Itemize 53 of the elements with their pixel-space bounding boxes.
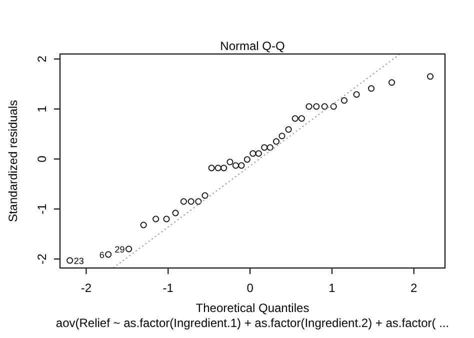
annotation: 29	[114, 244, 125, 254]
point	[163, 216, 170, 222]
point	[214, 164, 222, 172]
x-tick-label: -1	[162, 281, 174, 295]
x-tick-label: -2	[80, 281, 92, 295]
point	[172, 210, 179, 216]
point	[273, 138, 280, 145]
point	[220, 164, 228, 172]
point	[285, 126, 292, 133]
point	[152, 216, 160, 222]
point	[278, 132, 286, 140]
point	[330, 103, 337, 110]
point	[126, 246, 132, 252]
point	[140, 222, 147, 228]
x-axis-title: Theoretical Quantiles	[196, 301, 310, 315]
text: aov(Relief ~ as.factor(Ingredient.1) + as.factor(Ingredient.2) + as.factor( ...	[56, 316, 450, 330]
point	[188, 198, 194, 205]
point	[105, 251, 112, 258]
x-tick-label: 2	[410, 281, 418, 295]
point	[353, 91, 360, 98]
point	[208, 164, 215, 172]
point	[292, 115, 298, 122]
y-tick-label: 0	[35, 155, 49, 162]
point	[238, 162, 245, 169]
annotation: 6	[99, 250, 104, 260]
point	[340, 97, 348, 104]
point	[306, 103, 312, 110]
point	[255, 150, 262, 157]
point	[298, 115, 305, 122]
point	[321, 103, 328, 110]
y-tick-label: -2	[35, 253, 49, 264]
point	[226, 158, 234, 166]
x-tick-label: 0	[246, 281, 254, 295]
annotation: 23	[74, 256, 84, 266]
point	[244, 156, 250, 163]
point	[66, 257, 74, 264]
y-tick-label: 2	[35, 55, 49, 62]
x-tick-label: 1	[328, 281, 336, 295]
y-tick-label: -1	[35, 203, 49, 214]
point	[368, 85, 375, 92]
y-tick-label: 1	[35, 105, 49, 112]
point	[180, 198, 187, 205]
point	[313, 103, 320, 110]
y-axis-title: Standardized residuals	[6, 100, 20, 222]
point	[232, 162, 239, 169]
point	[388, 79, 396, 86]
point	[250, 150, 256, 157]
point	[427, 73, 434, 80]
chart-title: Normal Q-Q	[220, 39, 285, 53]
point	[195, 198, 202, 205]
point	[261, 144, 268, 151]
point	[202, 192, 208, 199]
point	[266, 144, 274, 151]
